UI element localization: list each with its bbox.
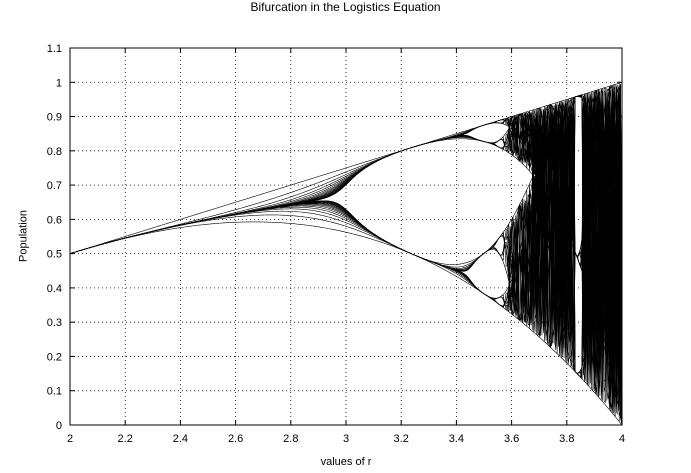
y-tick-label: 1.1 [47,43,62,55]
iteration-1-line [69,81,623,254]
iteration-2-line [69,221,623,426]
y-tick-label: 0.9 [47,112,62,124]
iteration-3-line [69,138,623,426]
y-tick-label: 0.2 [47,351,62,363]
y-tick-label: 0.6 [47,214,62,226]
x-tick-label: 3.8 [559,433,574,445]
y-tick-label: 0.1 [47,386,62,398]
x-tick-label: 3.6 [504,433,519,445]
chart-title: Bifurcation in the Logistics Equation [250,0,441,14]
y-tick-label: 0.4 [47,283,62,295]
x-tick-label: 2.6 [228,433,243,445]
axis-ticks: 2 2.2 2.4 2.6 2.8 3 3.2 3.4 3.6 3.8 4 0 0.1 0.2 0.3 0.4… [47,43,625,445]
y-tick-label: 0.8 [47,146,62,158]
data-series [69,81,623,426]
x-tick-label: 3 [343,433,349,445]
x-tick-label: 4 [619,433,625,445]
x-tick-label: 2.2 [118,433,133,445]
x-axis-label: values of r [320,456,372,468]
y-tick-label: 0 [56,420,62,432]
y-tick-label: 0.7 [47,180,62,192]
x-tick-label: 2.8 [283,433,298,445]
x-tick-label: 3.2 [394,433,409,445]
y-axis-label: Population [17,210,30,262]
x-tick-label: 2 [67,433,73,445]
y-tick-label: 0.3 [47,317,62,329]
x-tick-label: 3.4 [449,433,464,445]
y-tick-label: 0.5 [47,249,62,261]
y-tick-label: 1 [56,77,62,89]
iteration-36-line [69,90,623,426]
x-tick-label: 2.4 [173,433,188,445]
